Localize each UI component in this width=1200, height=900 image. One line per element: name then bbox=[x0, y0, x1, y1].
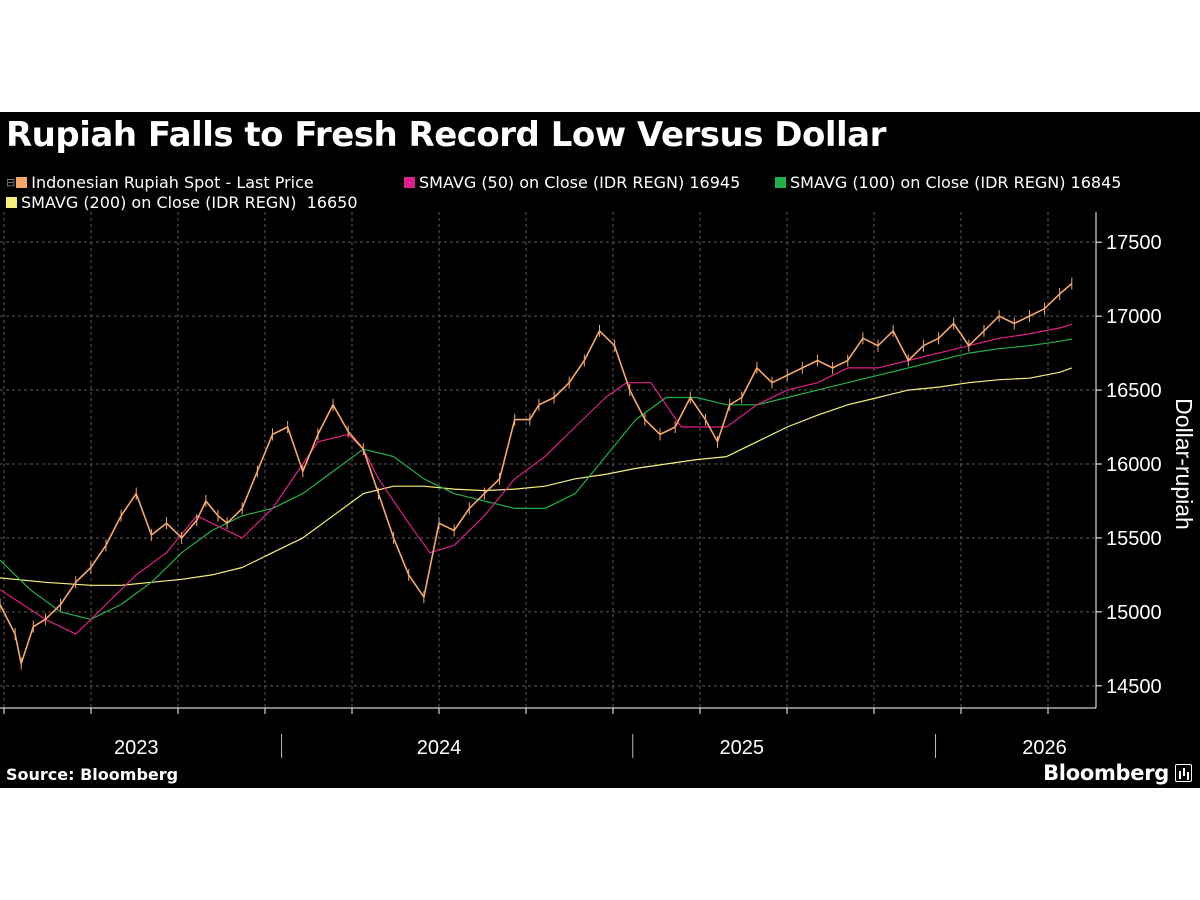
legend-label-sma100: SMAVG (100) on Close (IDR REGN) bbox=[790, 173, 1066, 192]
chart-title: Rupiah Falls to Fresh Record Low Versus … bbox=[6, 115, 886, 155]
legend-value-sma200: 16650 bbox=[306, 193, 358, 212]
legend-value-sma100: 16845 bbox=[1070, 173, 1122, 192]
legend-item-sma100: SMAVG (100) on Close (IDR REGN) 16845 bbox=[775, 173, 1121, 192]
y-tick-label: 14500 bbox=[1106, 676, 1162, 698]
brand-name: Bloomberg bbox=[1043, 761, 1169, 785]
series-line-sma200 bbox=[0, 367, 1073, 586]
legend-swatch-sma100 bbox=[775, 177, 786, 188]
legend-label-sma200: SMAVG (200) on Close (IDR REGN) bbox=[21, 193, 297, 212]
y-tick-label: 17000 bbox=[1106, 306, 1162, 328]
y-tick-label: 15500 bbox=[1106, 528, 1162, 550]
legend-label-sma50: SMAVG (50) on Close (IDR REGN) bbox=[419, 173, 685, 192]
legend-item-spot: ⊟ Indonesian Rupiah Spot - Last Price bbox=[6, 173, 314, 192]
y-tick-label: 15000 bbox=[1106, 602, 1162, 624]
x-tick-label: 2023 bbox=[114, 737, 159, 759]
y-tick-label: 17500 bbox=[1106, 232, 1162, 254]
series-line-sma50 bbox=[0, 323, 1072, 635]
chart-panel: Rupiah Falls to Fresh Record Low Versus … bbox=[0, 112, 1200, 788]
source-note: Source: Bloomberg bbox=[6, 765, 179, 784]
y-axis-title: Dollar-rupiah bbox=[1171, 398, 1197, 530]
chart-icon bbox=[1175, 764, 1192, 782]
legend-swatch-sma50 bbox=[404, 177, 415, 188]
series-line-sma100 bbox=[0, 338, 1072, 620]
plot-area: 14500 15000 15500 16000 16500 17000 17500 2023 2… bbox=[0, 212, 1197, 759]
x-tick-label: 2026 bbox=[1022, 737, 1067, 759]
legend-marker-icon: ⊟ bbox=[6, 176, 16, 189]
legend-value-sma50: 16945 bbox=[689, 173, 741, 192]
x-tick-label: 2024 bbox=[417, 737, 462, 759]
legend-swatch-spot bbox=[16, 177, 28, 188]
brand-logo: Bloomberg bbox=[1043, 761, 1192, 785]
y-tick-label: 16000 bbox=[1106, 454, 1162, 476]
y-tick-label: 16500 bbox=[1106, 380, 1162, 402]
x-tick-label: 2025 bbox=[720, 737, 765, 759]
legend-item-sma200: SMAVG (200) on Close (IDR REGN) 16650 bbox=[6, 193, 358, 212]
legend-label-spot: Indonesian Rupiah Spot - Last Price bbox=[31, 173, 314, 192]
series-line-spot bbox=[0, 282, 1073, 665]
legend-item-sma50: SMAVG (50) on Close (IDR REGN) 16945 bbox=[404, 173, 740, 192]
legend-swatch-sma200 bbox=[6, 197, 17, 208]
